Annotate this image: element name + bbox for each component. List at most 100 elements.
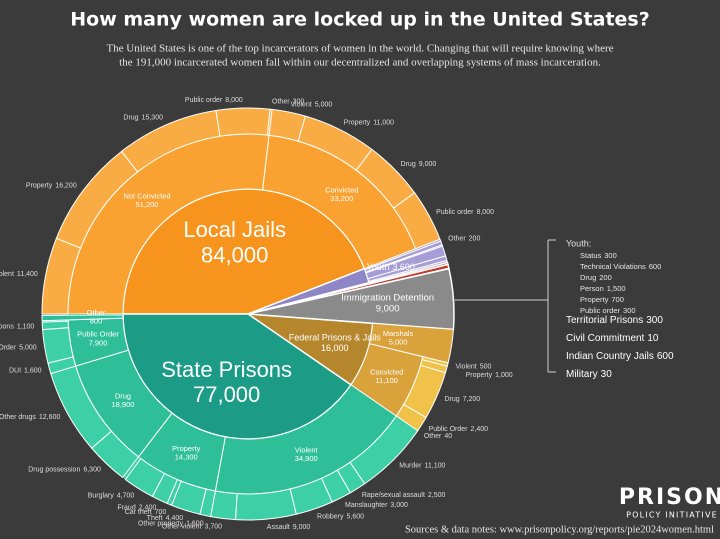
system-label: Youth 3,600 <box>367 262 415 272</box>
category-label-value: 33,200 <box>330 194 353 203</box>
subcategory-label-name: Public order <box>436 209 474 216</box>
category-label-value: 7,900 <box>89 338 108 347</box>
subcategory-label-value: 2,400 <box>471 426 489 433</box>
legend-item-name: Person <box>580 284 604 293</box>
subcategory-label-value: 4,700 <box>117 492 135 499</box>
subcategory-label-value: 7,200 <box>463 396 481 403</box>
subcategory-label: Car theft 700 <box>125 509 167 516</box>
subcategory-label-value: 11,100 <box>424 462 445 469</box>
subcategory-label-name: Fraud <box>117 504 135 511</box>
subcategory-label-value: 5,000 <box>315 101 333 108</box>
subcategory-label: Assault 9,000 <box>267 524 311 531</box>
subcategory-label-name: Theft <box>147 515 163 522</box>
category-label-name: Other <box>87 308 106 317</box>
legend-item: Indian Country Jails 600 <box>566 351 674 362</box>
subcategory-label: Drug 15,300 <box>123 114 163 121</box>
subcategory-label-value: 9,000 <box>419 161 437 168</box>
system-label: State Prisons 77,000 <box>161 357 292 407</box>
subcategory-label-name: Murder <box>399 462 422 469</box>
system-label-value: 77,000 <box>193 382 260 407</box>
subcategory-label: Theft 4,400 <box>147 515 184 522</box>
system-label: Federal Prisons & Jails 16,000 <box>289 333 382 353</box>
legend-item-name: Military <box>566 369 598 380</box>
subcategory-label-name: Violent <box>0 271 14 278</box>
subcategory-label: Murder 11,100 <box>399 462 445 469</box>
legend-item-name: Civil Commitment <box>566 333 645 344</box>
subcategory-label-name: Other Public Order <box>0 345 17 352</box>
category-label-name: Violent <box>295 445 319 454</box>
system-label-value: 3,600 <box>392 262 415 272</box>
legend-item-value: 700 <box>611 295 624 304</box>
subcategory-label: Drug 9,000 <box>401 161 437 168</box>
subtitle: The United States is one of the top inca… <box>106 43 613 55</box>
subcategory-label-value: 3,000 <box>390 502 408 509</box>
legend-item: Civil Commitment 10 <box>566 333 659 344</box>
legend-item-name: Territorial Prisons <box>566 315 643 326</box>
sunburst: Not Convicted51,200Violent11,400Property… <box>0 97 513 531</box>
subcategory-label-name: DUI <box>9 367 21 374</box>
subcategory-label-name: Violent <box>455 363 476 370</box>
legend-item: Drug 200 <box>580 273 612 282</box>
subcategory-label-value: 5,600 <box>347 513 365 520</box>
system-label: Local Jails 84,000 <box>183 217 286 267</box>
legend-item-name: Indian Country Jails <box>566 351 654 362</box>
subcategory-label-value: 6,300 <box>83 466 101 473</box>
category-label-value: 11,100 <box>375 376 397 385</box>
category-label: Public Order 7,900 <box>77 330 119 348</box>
category-label: Convicted 33,200 <box>325 185 358 203</box>
subcategory-label-name: Robbery <box>317 513 344 520</box>
subcategory-label-name: Drug <box>123 114 138 121</box>
subcategory-label-name: Public Order <box>429 426 469 433</box>
category-label-name: Property <box>172 444 201 453</box>
subcategory-slice <box>42 327 74 364</box>
legend-item: Person 1,500 <box>580 284 626 293</box>
subcategory-label-value: 12,600 <box>39 414 61 421</box>
subcategory-slice <box>124 457 166 498</box>
subcategory-label: Other violent 3,700 <box>162 523 222 530</box>
system-label-name: Immigration Detention <box>341 292 434 303</box>
subcategory-label-name: Other <box>448 235 466 242</box>
subtitle: the 191,000 incarcerated women fall with… <box>119 57 601 69</box>
subcategory-label-name: Other violent <box>162 523 202 530</box>
subcategory-label: Violent 500 <box>455 363 491 370</box>
legend-item-name: Public order <box>580 306 621 315</box>
subcategory-label-value: 16,200 <box>55 183 77 190</box>
subcategory-label: Public Order 2,400 <box>429 426 489 433</box>
system-label-value: 16,000 <box>321 343 349 353</box>
category-label: Property 14,300 <box>172 444 201 462</box>
subcategory-label: Property 1,000 <box>466 372 513 379</box>
subcategory-label: Other 300 <box>272 98 304 105</box>
subcategory-label-name: Assault <box>267 524 290 531</box>
subcategory-label: Public order 8,000 <box>185 97 243 104</box>
subcategory-label: Burglary 4,700 <box>88 492 135 499</box>
subcategory-label-name: Burglary <box>88 492 115 499</box>
subcategory-label-value: 2,400 <box>139 504 157 511</box>
system-label-name: Federal Prisons & Jails <box>289 333 382 343</box>
subcategory-label-name: Manslaughter <box>345 502 388 509</box>
subcategory-label-name: Other <box>424 433 442 440</box>
subcategory-label: Public order 8,000 <box>436 209 494 216</box>
subcategory-label: Property 16,200 <box>26 183 77 190</box>
subcategory-label: Robbery 5,600 <box>317 513 364 520</box>
legend-item-value: 30 <box>601 369 613 380</box>
legend-item-value: 200 <box>599 273 612 282</box>
legend-item-value: 10 <box>647 333 659 344</box>
legend-item-value: 600 <box>649 262 662 271</box>
legend-item-value: 300 <box>646 315 663 326</box>
subcategory-label-name: Property <box>26 183 53 190</box>
category-label-name: Marshals <box>383 329 414 338</box>
category-label: Drug 18,900 <box>112 391 135 409</box>
category-label: Not Convicted 51,200 <box>123 191 170 209</box>
subcategory-label: DUI 1,600 <box>9 367 42 374</box>
subcategory-label-name: Rape/sexual assault <box>362 492 425 499</box>
category-label-value: 800 <box>90 317 103 326</box>
category-label: Convicted 11,100 <box>370 367 403 385</box>
legend-item: Property 700 <box>580 295 624 304</box>
legend-item-name: Drug <box>580 273 596 282</box>
subcategory-slice <box>41 320 70 331</box>
subcategory-label-name: Weapons <box>0 323 14 330</box>
subcategory-label-value: 300 <box>293 98 305 105</box>
category-label-value: 14,300 <box>175 453 198 462</box>
category-label: Violent 34,900 <box>295 445 319 463</box>
subcategory-label-value: 11,000 <box>373 119 394 126</box>
